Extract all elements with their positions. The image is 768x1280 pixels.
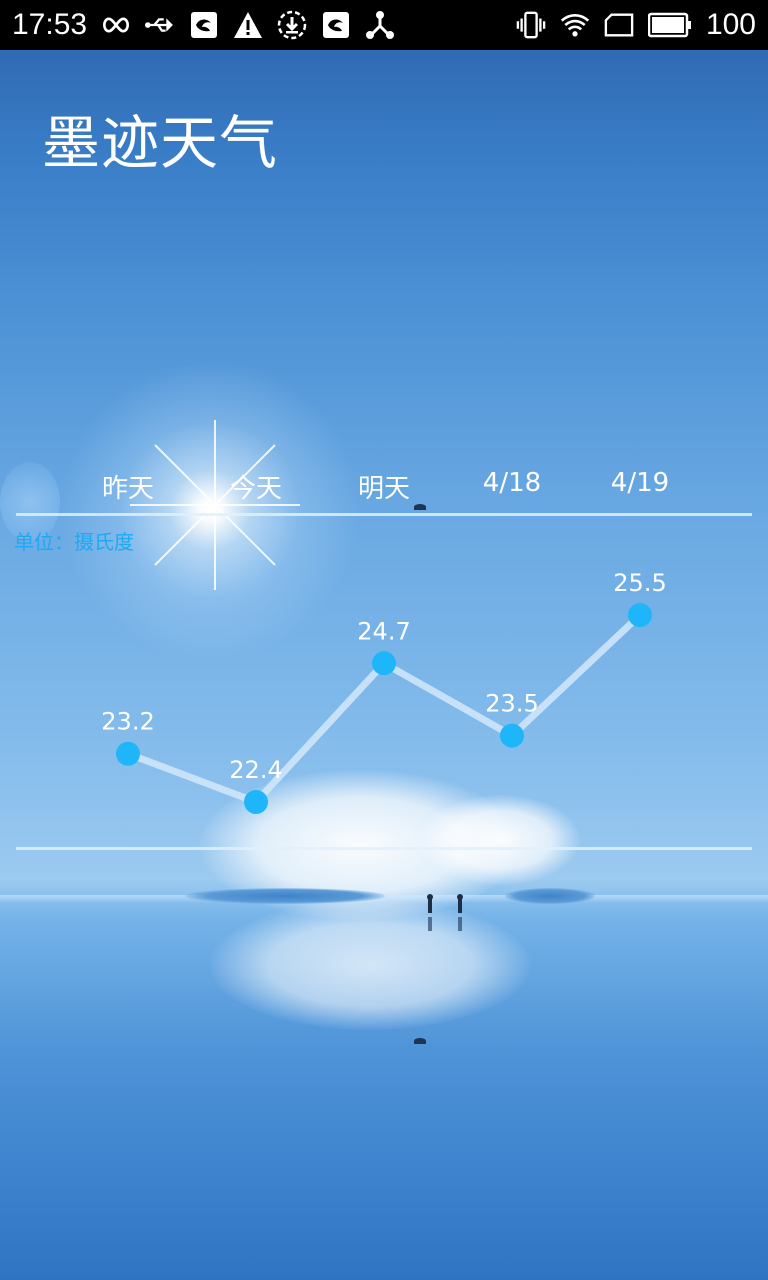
temperature-value-label: 24.7 [357,617,410,645]
temperature-line-segment [380,659,516,740]
bird [414,1038,426,1044]
temperature-value-label: 25.5 [613,569,666,597]
temperature-line-segment [508,611,644,740]
vibrate-icon [516,10,546,40]
notification-app-icon [321,10,351,40]
temperature-point [116,741,140,766]
battery-icon [647,10,692,40]
temperature-point [372,651,396,676]
notification-app-icon [189,10,219,40]
sun-rays [130,420,300,590]
warning-icon [233,10,263,40]
cloud [420,795,580,885]
island [185,888,385,904]
temperature-line-segment [124,750,260,806]
chart-top-divider [16,513,752,516]
unit-label: 单位：摄氏度 [14,530,134,554]
cloud-reflection [210,900,530,1030]
sim-icon [604,10,634,40]
day-label-date-1: 4/18 [482,468,542,498]
day-labels-row: 昨天 今天 明天 4/18 4/19 [0,468,768,508]
temperature-value-label: 22.4 [229,756,282,784]
day-label-yesterday: 昨天 [101,474,155,504]
island [505,888,595,904]
temperature-value-label: 23.2 [101,708,154,736]
status-bar: 17:53 [0,0,768,50]
usb-icon [145,10,175,40]
temperature-value-label: 23.5 [485,690,538,718]
day-label-today: 今天 [229,474,283,504]
day-label-date-2: 4/19 [610,468,670,498]
bird [414,504,426,510]
temperature-point [500,723,524,748]
people-silhouette [427,894,463,931]
chart-bottom-divider [16,847,752,850]
battery-percent: 100 [705,8,756,41]
infinity-icon [101,10,131,40]
share-icon [365,10,395,40]
status-bar-right: 100 [516,8,756,42]
app-title: 墨迹天气 [42,109,279,177]
status-bar-left: 17:53 [12,8,395,42]
status-time: 17:53 [12,8,88,41]
horizon-line [0,895,768,903]
day-label-tomorrow: 明天 [357,474,411,504]
wifi-icon [560,10,590,40]
download-icon [277,10,307,40]
temperature-point [628,603,652,627]
lens-flare [0,462,60,542]
